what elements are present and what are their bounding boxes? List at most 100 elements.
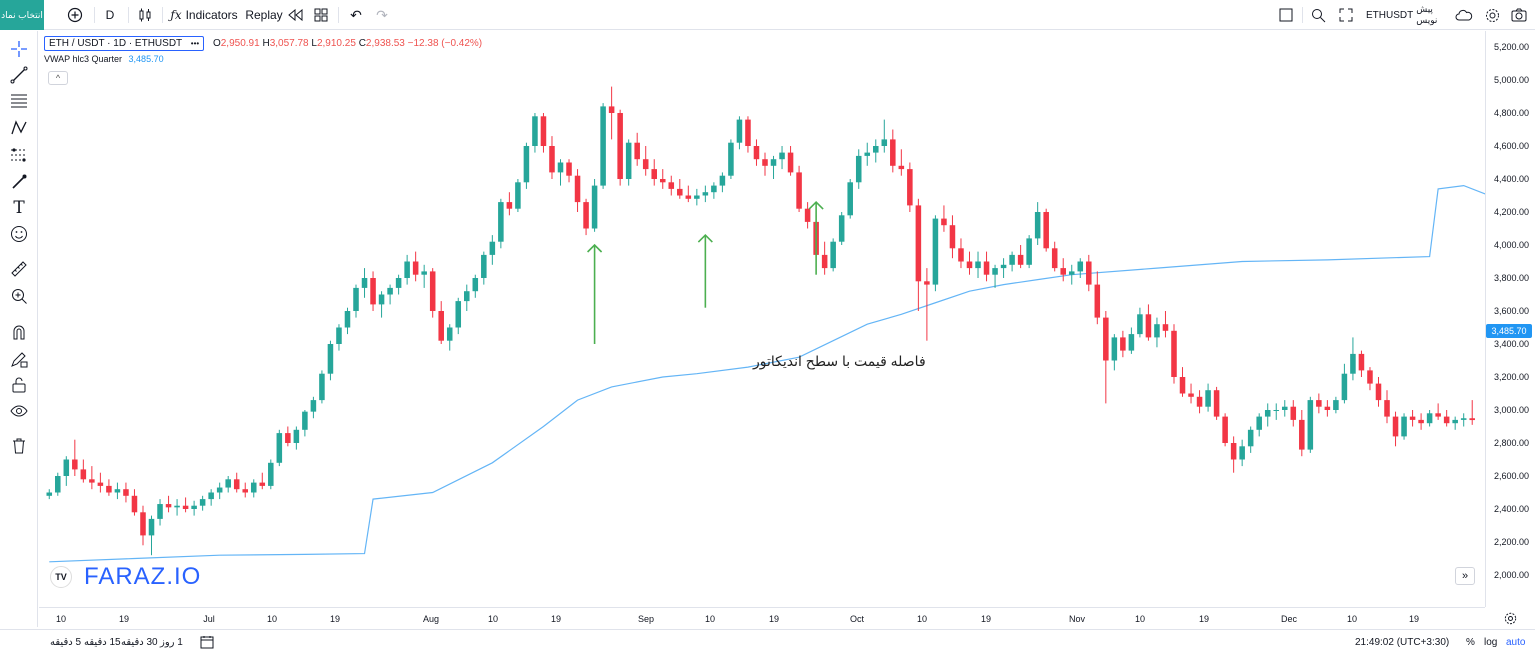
pattern-tool[interactable] — [9, 118, 29, 138]
projection-tool[interactable] — [9, 145, 29, 165]
time-tick-label: 10 — [1346, 614, 1358, 624]
candle-body — [1009, 254, 1015, 265]
add-symbol-button[interactable] — [64, 0, 86, 30]
snapshot-button[interactable] — [1508, 0, 1530, 30]
candle-body — [966, 261, 973, 269]
fullscreen-toggle-button[interactable] — [1276, 0, 1296, 30]
percent-toggle[interactable]: % — [1466, 636, 1475, 648]
candle-body — [830, 241, 836, 269]
layout-button[interactable] — [311, 0, 331, 30]
candle-body — [804, 208, 811, 222]
publish-button[interactable]: ETHUSDT پیش نویس — [1366, 0, 1450, 30]
range-15m[interactable]: 15 دقیقه — [84, 636, 121, 648]
candle-body — [1281, 406, 1288, 410]
candle-body — [361, 278, 368, 288]
candle-body — [1034, 212, 1041, 239]
candle-body — [55, 476, 61, 493]
candle-body — [1401, 416, 1407, 437]
text-tool[interactable]: T — [9, 198, 29, 218]
vwap-name: VWAP hlc3 Quarter — [44, 54, 123, 64]
cloud-save-button[interactable] — [1454, 0, 1474, 30]
lock-tool[interactable] — [9, 375, 29, 395]
goto-date-button[interactable] — [200, 635, 214, 652]
replay-label: Replay — [245, 8, 283, 22]
candle-body — [532, 116, 538, 146]
settings-button[interactable] — [1482, 0, 1502, 30]
candle-body — [694, 195, 700, 199]
candle-body — [1247, 429, 1254, 447]
fib-tool[interactable] — [9, 91, 29, 111]
candle-body — [958, 248, 964, 262]
emoji-tool[interactable] — [9, 224, 29, 244]
chart-annotation-text[interactable]: فاصله قیمت با سطح اندیکاتور — [753, 353, 926, 369]
time-scale[interactable]: 10 19 Jul 10 19 Aug 10 19 Sep 10 19 Oct 10 19 Nov 10 19 D… — [39, 607, 1485, 629]
lock-drawings-pencil-tool[interactable] — [9, 349, 29, 369]
candle-body — [745, 119, 751, 146]
visibility-tool[interactable] — [9, 401, 29, 421]
candle-body — [489, 241, 496, 255]
chart-type-button[interactable] — [134, 0, 156, 30]
divider — [338, 7, 339, 23]
candle-body — [378, 294, 385, 305]
indicators-button[interactable]: ƒx Indicators — [170, 0, 238, 30]
price-tick-label: 2,000.00 — [1493, 570, 1529, 580]
replay-button[interactable]: Replay — [244, 0, 304, 30]
price-scale[interactable]: 5,200.00 5,000.00 4,800.00 4,600.00 4,400.00… — [1485, 31, 1535, 607]
crosshair-tool[interactable] — [9, 39, 29, 59]
candle-body — [429, 271, 436, 311]
camera-icon — [1511, 8, 1527, 22]
candle-body — [1418, 419, 1424, 424]
candle-body — [1196, 396, 1203, 407]
candle-body — [114, 489, 121, 493]
undo-button[interactable]: ↶ — [346, 0, 366, 30]
candle-body — [225, 479, 231, 488]
candle-body — [395, 278, 402, 288]
symbol-legend[interactable]: ETH / USDT · 1D · ETHUSDT ••• — [44, 36, 205, 51]
candle-body — [659, 179, 666, 183]
interval-button[interactable]: D — [105, 8, 115, 22]
candle-body — [472, 278, 479, 292]
log-toggle[interactable]: log — [1484, 636, 1498, 648]
remove-drawings-tool[interactable] — [9, 436, 29, 456]
candle-body — [174, 505, 180, 508]
candle-body — [1367, 370, 1373, 384]
time-tick-label: 10 — [916, 614, 928, 624]
trendline-tool[interactable] — [9, 65, 29, 85]
preview-label: پیش نویس — [1416, 4, 1438, 25]
redo-button[interactable]: ↷ — [372, 0, 392, 30]
candle-body — [268, 462, 274, 486]
range-5m[interactable]: 5 دقیقه — [50, 636, 82, 648]
price-chart[interactable] — [39, 31, 1485, 607]
range-30m[interactable]: 30 دقیقه — [121, 636, 158, 648]
candle-body — [617, 113, 623, 179]
candle-body — [464, 291, 470, 302]
zoom-in-tool[interactable] — [9, 286, 29, 306]
symbol-picker-button[interactable]: انتخاب نماد — [0, 0, 44, 30]
scroll-to-realtime-button[interactable]: » — [1455, 567, 1475, 585]
chart-legend: ETH / USDT · 1D · ETHUSDT ••• O2,950.91 … — [44, 36, 482, 51]
divider — [162, 7, 163, 23]
candle-body — [1120, 337, 1126, 351]
indicator-legend[interactable]: VWAP hlc3 Quarter 3,485.70 — [44, 54, 164, 64]
expand-button[interactable] — [1336, 0, 1356, 30]
arrow-head — [808, 200, 824, 210]
zoom-button[interactable] — [1308, 0, 1328, 30]
ruler-tool[interactable] — [9, 259, 29, 279]
brush-tool[interactable] — [9, 172, 29, 192]
candle-body — [46, 492, 53, 496]
range-1d[interactable]: 1 روز — [160, 636, 183, 648]
time-tick-label: 19 — [1408, 614, 1420, 624]
clock-time[interactable]: 21:49:02 (UTC+3:30) — [1355, 636, 1450, 648]
candle-body — [557, 162, 564, 173]
candle-body — [1384, 400, 1390, 417]
candle-body — [302, 411, 308, 430]
trash-icon — [13, 438, 25, 454]
candle-body — [131, 495, 138, 513]
collapse-legend-button[interactable]: ^ — [48, 71, 68, 85]
scale-settings-button[interactable] — [1504, 612, 1517, 630]
candle-body — [1103, 317, 1109, 361]
price-tick-label: 4,000.00 — [1493, 240, 1529, 250]
candle-body — [591, 185, 598, 229]
magnet-tool[interactable] — [9, 322, 29, 342]
auto-toggle[interactable]: auto — [1506, 636, 1526, 648]
